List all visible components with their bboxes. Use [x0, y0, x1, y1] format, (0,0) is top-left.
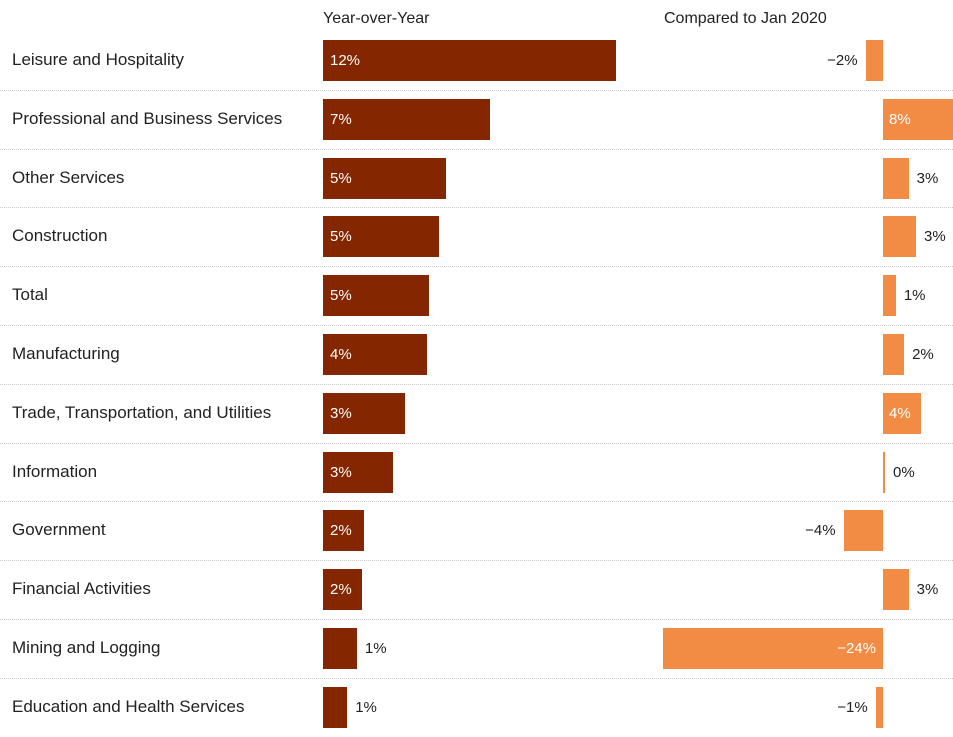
bar-year-over-year — [323, 686, 348, 728]
chart-row: Leisure and Hospitality 12% −2% — [0, 31, 953, 90]
bar-compared-jan-2020 — [865, 40, 883, 81]
bar-compared-jan-2020 — [883, 157, 909, 199]
bar-year-over-year — [323, 392, 406, 434]
category-label: Professional and Business Services — [12, 108, 283, 128]
row-separator — [0, 677, 953, 679]
bar-compared-jan-2020 — [883, 569, 909, 611]
row-separator — [0, 325, 953, 326]
chart-row: Education and Health Services 1% −1% — [0, 677, 953, 737]
data-label-compared-jan-2020: 1% — [903, 287, 926, 305]
column-header-year-over-year: Year-over-Year — [323, 10, 430, 27]
category-label: Mining and Logging — [12, 638, 161, 657]
chart-row: Financial Activities 2% 3% — [0, 560, 953, 619]
bar-compared-jan-2020 — [662, 628, 883, 669]
bar-year-over-year — [323, 451, 394, 493]
bar-compared-jan-2020 — [883, 216, 916, 258]
data-label-compared-jan-2020: −2% — [827, 52, 858, 69]
data-label-year-over-year: 1% — [355, 698, 377, 716]
row-separator — [0, 148, 953, 150]
category-label: Total — [12, 285, 48, 305]
category-label: Other Services — [12, 167, 125, 187]
bar-year-over-year — [323, 216, 440, 258]
chart-row: Trade, Transportation, and Utilities 3% 4% — [0, 383, 953, 443]
data-label-year-over-year: 7% — [330, 110, 352, 128]
row-separator — [0, 207, 953, 209]
bar-compared-jan-2020 — [843, 510, 883, 552]
data-label-year-over-year: 2% — [330, 581, 352, 599]
bar-compared-jan-2020 — [883, 392, 921, 434]
data-label-compared-jan-2020: 8% — [889, 110, 911, 128]
data-label-year-over-year: 1% — [364, 640, 387, 657]
category-label: Information — [12, 461, 98, 481]
bar-compared-jan-2020 — [883, 451, 885, 493]
bar-year-over-year — [323, 275, 430, 317]
data-label-year-over-year: 4% — [330, 346, 352, 363]
data-label-year-over-year: 3% — [330, 463, 352, 481]
category-label: Leisure and Hospitality — [12, 50, 184, 69]
bar-year-over-year — [323, 334, 428, 375]
data-label-compared-jan-2020: 3% — [916, 581, 939, 599]
data-label-year-over-year: 5% — [330, 287, 352, 305]
category-label: Trade, Transportation, and Utilities — [12, 402, 272, 422]
chart-row: Other Services 5% 3% — [0, 148, 953, 208]
data-label-compared-jan-2020: 0% — [893, 463, 915, 481]
data-label-compared-jan-2020: −4% — [805, 522, 836, 540]
row-separator — [0, 560, 953, 562]
data-label-year-over-year: 5% — [330, 228, 352, 246]
row-separator — [0, 89, 953, 91]
bar-year-over-year — [323, 40, 616, 81]
category-label: Education and Health Services — [12, 696, 245, 716]
data-label-year-over-year: 12% — [330, 52, 361, 69]
row-separator — [0, 501, 953, 503]
row-separator — [0, 383, 953, 385]
category-label: Government — [12, 520, 106, 540]
data-label-compared-jan-2020: 4% — [889, 404, 911, 422]
bar-year-over-year — [323, 628, 357, 669]
data-label-compared-jan-2020: −24% — [837, 640, 876, 657]
chart-row: Total 5% 1% — [0, 266, 953, 325]
category-label: Financial Activities — [12, 579, 151, 599]
bar-year-over-year — [323, 157, 447, 199]
category-label: Manufacturing — [12, 344, 120, 363]
data-label-year-over-year: 3% — [330, 404, 352, 422]
column-header-compared-jan-2020: Compared to Jan 2020 — [664, 10, 827, 27]
category-label: Construction — [12, 226, 108, 246]
chart-row: Manufacturing 4% 2% — [0, 325, 953, 384]
bar-year-over-year — [323, 510, 365, 552]
row-separator — [0, 442, 953, 444]
chart-row: Construction 5% 3% — [0, 207, 953, 266]
bar-year-over-year — [323, 98, 490, 140]
data-label-compared-jan-2020: −1% — [837, 698, 868, 716]
data-label-compared-jan-2020: 3% — [924, 228, 946, 246]
chart-row: Government 2% −4% — [0, 501, 953, 560]
data-label-year-over-year: 5% — [330, 169, 352, 187]
row-separator — [0, 619, 953, 620]
bar-year-over-year — [323, 569, 362, 611]
data-label-compared-jan-2020: 3% — [916, 169, 939, 187]
bar-compared-jan-2020 — [875, 686, 883, 728]
data-label-compared-jan-2020: 2% — [912, 346, 934, 363]
chart-row: Information 3% 0% — [0, 442, 953, 502]
row-separator — [0, 266, 953, 268]
bar-compared-jan-2020 — [883, 275, 896, 317]
chart-row: Professional and Business Services 7% 8% — [0, 89, 953, 149]
chart-row: Mining and Logging 1% −24% — [0, 619, 953, 678]
bar-compared-jan-2020 — [883, 334, 905, 375]
data-label-year-over-year: 2% — [330, 522, 352, 540]
bar-compared-jan-2020 — [883, 98, 953, 140]
